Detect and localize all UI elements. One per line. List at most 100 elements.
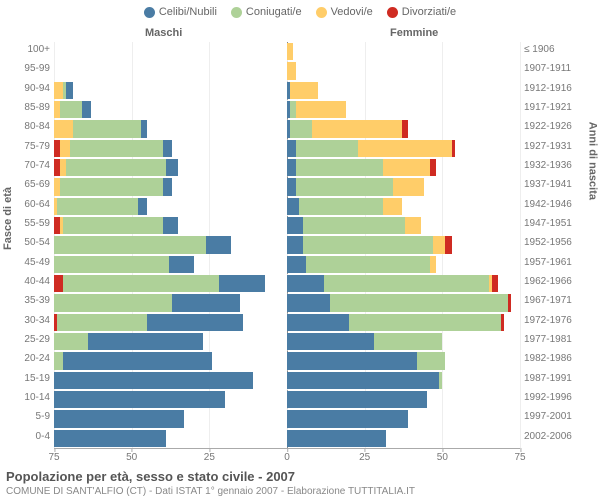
divorziati-segment <box>402 120 408 137</box>
birth-label: 1932-1936 <box>524 160 592 171</box>
coniugati-segment <box>349 314 501 331</box>
birth-label: 1967-1971 <box>524 295 592 306</box>
vedovi-segment <box>383 198 402 215</box>
age-label: 85-89 <box>12 102 50 113</box>
female-bar <box>287 101 520 118</box>
divorziati-segment <box>501 314 504 331</box>
celibi-segment <box>141 120 147 137</box>
celibi-segment <box>287 159 296 176</box>
age-row: 70-741932-1936 <box>54 158 520 177</box>
age-label: 15-19 <box>12 373 50 384</box>
coniugati-segment <box>54 256 169 273</box>
celibi-segment <box>54 372 253 389</box>
xtick-label: 50 <box>126 452 137 463</box>
coniugati-segment <box>73 120 141 137</box>
age-label: 100+ <box>12 44 50 55</box>
male-bar <box>54 236 287 253</box>
birth-label: 1962-1966 <box>524 276 592 287</box>
age-row: 5-91997-2001 <box>54 409 520 428</box>
divorziati-segment <box>492 275 498 292</box>
celibi-segment <box>287 256 306 273</box>
bar-group <box>54 217 520 234</box>
age-row: 55-591947-1951 <box>54 216 520 235</box>
age-label: 70-74 <box>12 160 50 171</box>
vedovi-segment <box>287 43 293 60</box>
age-label: 90-94 <box>12 83 50 94</box>
bar-group <box>54 391 520 408</box>
female-bar <box>287 372 520 389</box>
coniugati-segment <box>296 159 383 176</box>
age-label: 55-59 <box>12 218 50 229</box>
celibi-segment <box>163 217 179 234</box>
male-bar <box>54 178 287 195</box>
celibi-segment <box>287 236 303 253</box>
pyramid-chart: Celibi/NubiliConiugati/eVedovi/eDivorzia… <box>0 0 600 500</box>
birth-label: 1947-1951 <box>524 218 592 229</box>
divorziati-segment <box>430 159 436 176</box>
female-bar <box>287 294 520 311</box>
age-row: 60-641942-1946 <box>54 197 520 216</box>
birth-label: 1917-1921 <box>524 102 592 113</box>
vedovi-segment <box>430 256 436 273</box>
celibi-segment <box>287 294 330 311</box>
age-label: 75-79 <box>12 141 50 152</box>
legend-item-vedovi: Vedovi/e <box>316 6 373 18</box>
coniugati-segment <box>70 140 163 157</box>
coniugati-segment <box>303 236 433 253</box>
age-label: 80-84 <box>12 121 50 132</box>
celibi-segment <box>206 236 231 253</box>
celibi-segment <box>163 140 172 157</box>
header-female: Femmine <box>390 27 438 39</box>
celibi-segment <box>287 391 427 408</box>
birth-label: 1957-1961 <box>524 257 592 268</box>
male-bar <box>54 256 287 273</box>
coniugati-segment <box>63 275 218 292</box>
age-row: 30-341972-1976 <box>54 313 520 332</box>
coniugati-segment <box>63 217 162 234</box>
bar-group <box>54 372 520 389</box>
male-bar <box>54 430 287 447</box>
coniugati-segment <box>296 140 358 157</box>
celibi-segment <box>172 294 240 311</box>
coniugati-segment <box>324 275 489 292</box>
age-label: 45-49 <box>12 257 50 268</box>
male-bar <box>54 391 287 408</box>
age-label: 65-69 <box>12 179 50 190</box>
male-bar <box>54 372 287 389</box>
bar-group <box>54 410 520 427</box>
age-row: 100+≤ 1906 <box>54 42 520 61</box>
divorziati-segment <box>445 236 451 253</box>
male-bar <box>54 159 287 176</box>
celibi-segment <box>287 217 303 234</box>
vedovi-segment <box>287 62 296 79</box>
birth-label: 1927-1931 <box>524 141 592 152</box>
celibi-segment <box>287 430 386 447</box>
age-label: 10-14 <box>12 392 50 403</box>
xtick-label: 0 <box>284 452 290 463</box>
female-bar <box>287 333 520 350</box>
coniugati-segment <box>57 314 147 331</box>
female-bar <box>287 256 520 273</box>
celibi-segment <box>287 178 296 195</box>
age-label: 95-99 <box>12 63 50 74</box>
birth-label: 1982-1986 <box>524 353 592 364</box>
female-bar <box>287 236 520 253</box>
bar-group <box>54 120 520 137</box>
vedovi-segment <box>54 120 73 137</box>
celibi-segment <box>287 372 439 389</box>
age-label: 0-4 <box>12 431 50 442</box>
coniugati-segment <box>60 178 163 195</box>
coniugati-segment <box>303 217 406 234</box>
coniugati-swatch <box>231 7 242 18</box>
coniugati-segment <box>54 333 88 350</box>
birth-label: 1997-2001 <box>524 411 592 422</box>
coniugati-segment <box>57 198 138 215</box>
celibi-segment <box>54 430 166 447</box>
celibi-segment <box>166 159 178 176</box>
bar-group <box>54 198 520 215</box>
bar-group <box>54 62 520 79</box>
female-bar <box>287 217 520 234</box>
legend: Celibi/NubiliConiugati/eVedovi/eDivorzia… <box>0 6 600 18</box>
coniugati-segment <box>60 101 82 118</box>
female-bar <box>287 140 520 157</box>
